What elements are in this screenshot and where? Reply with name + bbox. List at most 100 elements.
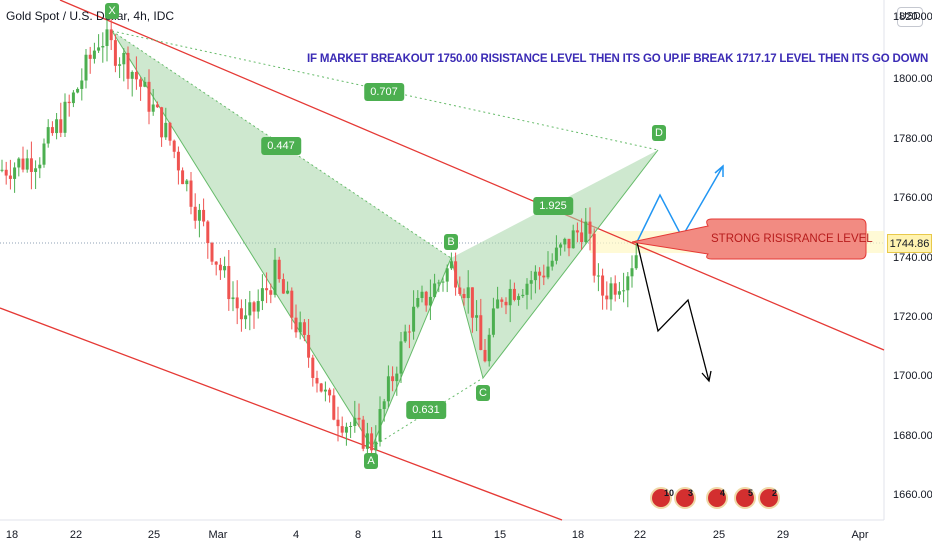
y-tick: 1820.00 [893,11,932,23]
candle-body [395,373,399,382]
candle-body [546,266,550,278]
candle-body [575,230,579,233]
candle-body [479,315,483,350]
candle-body [63,101,67,133]
event-count: 2 [772,488,778,498]
candle-body [92,50,96,59]
pattern-bcd [451,150,658,378]
pattern-xd-dotted [111,30,659,151]
candle-body [143,81,147,87]
x-tick: Apr [851,529,869,541]
event-count: 3 [688,488,694,498]
us-flag-icon[interactable] [650,487,672,509]
us-flag-icon[interactable] [674,487,696,509]
lower-channel-line [0,307,563,521]
candle-body [164,122,168,138]
candle-body [227,266,231,300]
candle-body [605,295,609,300]
candle-body [218,264,222,271]
fib-ratio-label[interactable]: 0.447 [261,137,301,155]
candle-body [454,261,458,288]
trade-note[interactable]: IF MARKET BREAKOUT 1750.00 RISISTANCE LE… [307,53,929,65]
candle-body [134,71,138,80]
candle-body [302,322,306,335]
candle-body [50,127,54,134]
candle-body [412,306,416,332]
candle-body [88,54,92,59]
us-flag-icon[interactable] [706,487,728,509]
candle-body [319,383,323,392]
candle-body [139,79,143,87]
candle-body [307,334,311,358]
candle-body [508,288,512,306]
x-tick: 25 [147,529,161,541]
pattern-point-x[interactable]: X [105,3,119,19]
candle-body [315,377,319,384]
candle-body [634,255,638,269]
candle-body [483,349,487,362]
candle-body [155,104,159,108]
candle-body [374,441,378,451]
candle-body [80,80,84,89]
candle-body [214,261,218,265]
candle-body [160,107,164,138]
resistance-callout-label[interactable]: STRONG RISISRANCE LEVEL [711,233,873,245]
candle-body [449,261,453,269]
pattern-point-d[interactable]: D [652,125,666,141]
candle-body [328,389,332,396]
candle-body [286,290,290,294]
arrow-down-head-icon [701,370,712,383]
fib-ratio-label[interactable]: 0.631 [406,401,446,419]
candle-body [172,140,176,152]
y-tick: 1780.00 [893,133,932,145]
pattern-point-b[interactable]: B [444,234,458,250]
fib-ratio-label[interactable]: 0.707 [364,83,404,101]
candle-body [617,291,621,295]
candle-body [622,290,626,292]
y-tick: 1680.00 [893,430,932,442]
candle-body [470,287,474,318]
fib-ratio-label[interactable]: 1.925 [533,197,573,215]
candle-body [189,180,193,207]
candle-body [269,290,273,295]
symbol-title[interactable]: Gold Spot / U.S. Dollar, 4h, IDC [6,9,175,23]
candle-body [370,433,374,451]
x-tick: 18 [5,529,19,541]
candle-body [0,169,4,171]
candle-body [168,122,172,141]
candle-body [17,158,21,168]
us-flag-icon[interactable] [734,487,756,509]
candle-body [613,283,617,295]
candle-body [538,271,542,276]
pattern-point-c[interactable]: C [476,385,490,401]
candle-body [424,291,428,306]
candle-body [281,279,285,294]
candle-body [235,297,239,309]
candle-body [202,209,206,222]
candle-body [433,283,437,297]
candle-body [105,29,109,46]
candle-body [122,52,126,65]
candle-body [151,104,155,112]
candle-body [584,221,588,242]
candle-body [512,288,516,300]
x-tick: 29 [776,529,790,541]
candle-body [344,426,348,433]
y-tick: 1740.00 [893,252,932,264]
x-tick: 8 [354,529,362,541]
candle-body [407,331,411,333]
candle-body [525,283,529,295]
candle-body [118,64,122,66]
candle-body [231,297,235,300]
pattern-point-a[interactable]: A [364,453,378,469]
candle-body [416,297,420,307]
candle-body [391,376,395,382]
currency-button[interactable]: USD [897,7,923,27]
candle-body [323,389,327,392]
candle-body [239,308,243,320]
candle-body [252,302,256,312]
us-flag-icon[interactable] [758,487,780,509]
y-tick: 1700.00 [893,370,932,382]
